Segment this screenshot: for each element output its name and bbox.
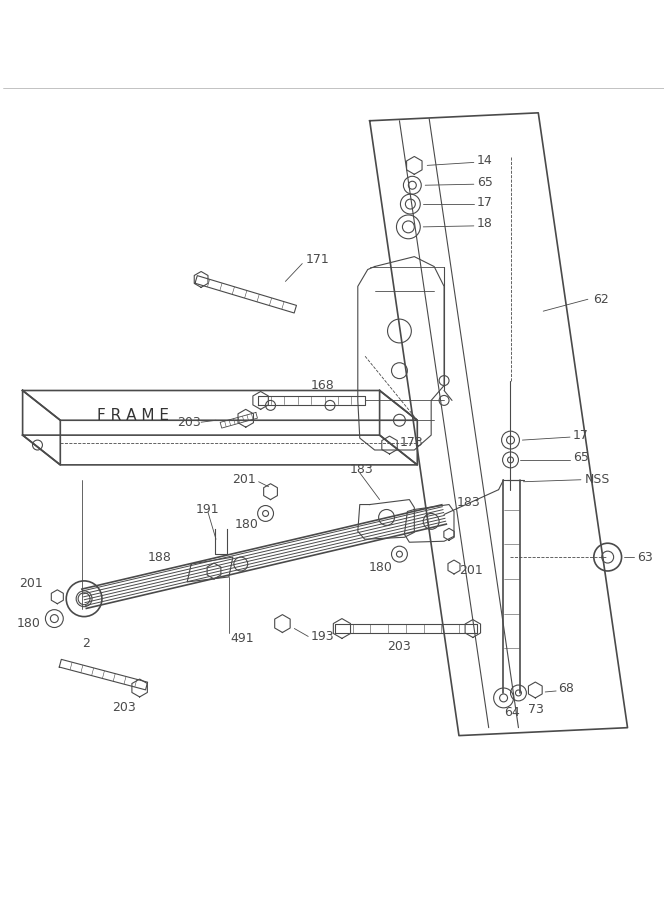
Text: 191: 191 <box>196 503 220 516</box>
Text: 201: 201 <box>19 578 43 590</box>
Text: 201: 201 <box>232 473 255 486</box>
Text: 183: 183 <box>457 496 481 509</box>
Text: 193: 193 <box>310 630 334 643</box>
Text: F R A M E: F R A M E <box>97 408 169 423</box>
Text: 201: 201 <box>459 564 483 578</box>
Text: 73: 73 <box>528 703 544 716</box>
Text: 62: 62 <box>593 292 608 306</box>
Text: 171: 171 <box>305 253 329 266</box>
Text: 203: 203 <box>388 640 412 652</box>
Text: 173: 173 <box>400 436 423 448</box>
Text: NSS: NSS <box>585 473 610 486</box>
Text: 17: 17 <box>477 195 493 209</box>
Text: 183: 183 <box>350 464 374 476</box>
Text: 68: 68 <box>558 681 574 695</box>
Text: 491: 491 <box>231 632 255 645</box>
Text: 203: 203 <box>177 416 201 428</box>
Text: 180: 180 <box>17 617 41 630</box>
Text: 64: 64 <box>504 706 520 719</box>
Text: 17: 17 <box>573 428 589 442</box>
Text: 203: 203 <box>112 701 135 715</box>
Text: 65: 65 <box>573 452 589 464</box>
Text: 180: 180 <box>235 518 259 531</box>
Text: 168: 168 <box>310 379 334 392</box>
Text: 188: 188 <box>147 551 171 563</box>
Text: 14: 14 <box>477 154 492 166</box>
Text: 2: 2 <box>82 637 90 650</box>
Text: 18: 18 <box>477 218 493 230</box>
Text: 63: 63 <box>638 551 653 563</box>
Text: 180: 180 <box>369 561 392 573</box>
Text: 65: 65 <box>477 176 493 189</box>
